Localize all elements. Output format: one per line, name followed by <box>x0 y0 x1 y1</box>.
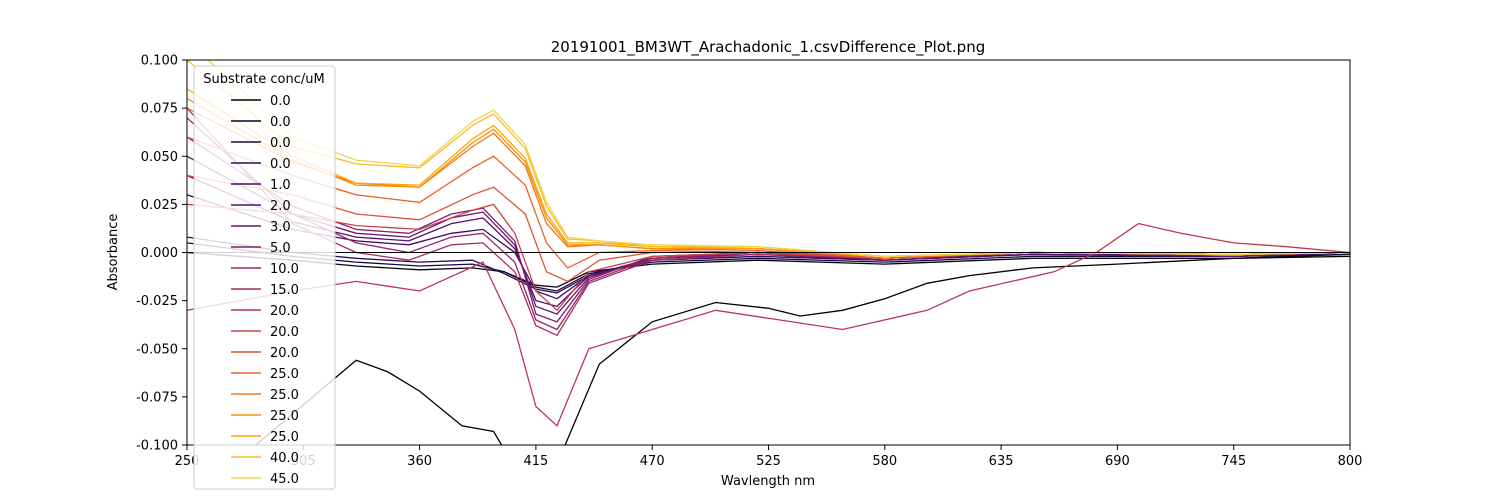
legend-label: 0.0 <box>270 136 291 151</box>
plot-area <box>187 60 1350 445</box>
series-line <box>187 136 1350 269</box>
x-tick-label: 580 <box>872 454 897 469</box>
chart-title: 20191001_BM3WT_Arachadonic_1.csvDifferen… <box>551 38 985 57</box>
legend-label: 25.0 <box>270 430 299 445</box>
series-line <box>187 194 1350 300</box>
legend-label: 20.0 <box>270 325 299 340</box>
legend-label: 0.0 <box>270 157 291 172</box>
legend-label: 40.0 <box>270 451 299 466</box>
legend-title: Substrate conc/uM <box>203 72 324 87</box>
y-tick-label: -0.050 <box>136 342 178 357</box>
series-line <box>187 107 1350 337</box>
y-tick-label: -0.025 <box>136 294 178 309</box>
y-tick-label: -0.075 <box>136 390 178 405</box>
x-tick-label: 745 <box>1221 454 1246 469</box>
x-axis: 250305360415470525580635690745800 <box>175 445 1363 469</box>
series-line <box>187 155 1350 315</box>
legend-label: 3.0 <box>270 220 291 235</box>
x-tick-label: 690 <box>1105 454 1130 469</box>
legend-items: 0.0 0.0 0.0 0.0 1.0 2.0 3.0 5.0 10.0 15.0 20.0 20.0… <box>231 94 299 487</box>
x-tick-label: 250 <box>175 454 200 469</box>
y-tick-label: -0.100 <box>136 439 178 454</box>
y-tick-label: 0.050 <box>141 150 178 165</box>
legend-label: 25.0 <box>270 409 299 424</box>
legend-label: 45.0 <box>270 472 299 487</box>
x-tick-label: 470 <box>640 454 665 469</box>
legend-label: 0.0 <box>270 115 291 130</box>
x-tick-label: 635 <box>989 454 1014 469</box>
x-axis-label: Wavlength nm <box>721 474 815 489</box>
legend-label: 25.0 <box>270 367 299 382</box>
legend-label: 1.0 <box>270 178 291 193</box>
legend-label: 2.0 <box>270 199 291 214</box>
series-line <box>187 174 1350 308</box>
legend-box <box>193 65 336 490</box>
legend: Substrate conc/uM 0.0 0.0 0.0 0.0 1.0 2.0 3.0 5… <box>193 65 336 490</box>
series-line <box>187 222 1350 427</box>
legend-label: 25.0 <box>270 388 299 403</box>
x-tick-label: 360 <box>407 454 432 469</box>
series-line <box>187 60 1350 258</box>
series-line <box>187 236 1350 294</box>
legend-label: 20.0 <box>270 304 299 319</box>
plot-frame <box>186 59 1351 446</box>
x-tick-label: 525 <box>756 454 781 469</box>
legend-label: 5.0 <box>270 241 291 256</box>
series-line <box>187 251 1350 288</box>
y-tick-label: 0.025 <box>141 198 178 213</box>
legend-label: 15.0 <box>270 283 299 298</box>
series-line <box>254 255 1350 445</box>
y-tick-label: 0.000 <box>141 246 178 261</box>
y-tick-label: 0.075 <box>141 102 178 117</box>
series-line <box>187 88 1350 258</box>
series-line <box>187 117 1350 331</box>
y-tick-label: 0.100 <box>141 54 178 69</box>
y-axis-label: Absorbance <box>106 214 121 291</box>
x-tick-label: 415 <box>523 454 548 469</box>
series-line <box>187 242 1350 292</box>
legend-label: 20.0 <box>270 346 299 361</box>
y-axis: -0.100 -0.075 -0.050 -0.025 0.000 0.025 0.050 0… <box>136 54 187 454</box>
series-line <box>187 174 1350 283</box>
x-tick-label: 800 <box>1338 454 1363 469</box>
legend-label: 10.0 <box>270 262 299 277</box>
legend-label: 0.0 <box>270 94 291 109</box>
series-line <box>207 60 1350 258</box>
